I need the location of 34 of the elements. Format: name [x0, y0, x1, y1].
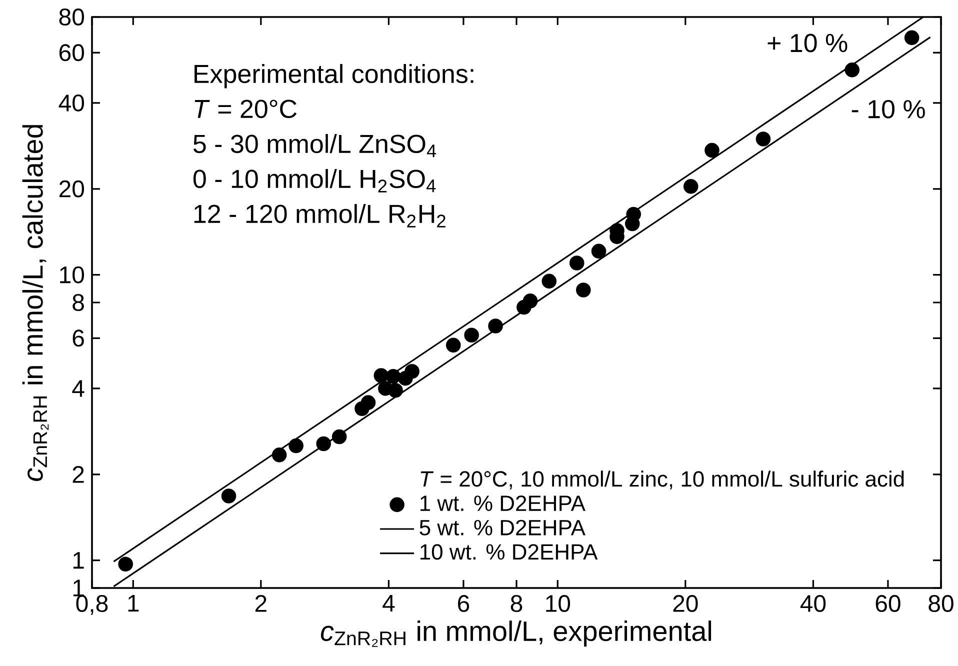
- x-tick-label: 4: [382, 595, 395, 612]
- annotation: Experimental conditions:: [194, 64, 474, 88]
- legend-title: T = 20°C, 10 mmol/L zinc, 10 mmol/L sulfuric acid: [420, 470, 904, 490]
- y-tick-label: 20: [59, 180, 84, 198]
- legend-label: 1 wt. % D2EHPA: [420, 495, 586, 512]
- x-tick-label: 8: [510, 595, 522, 612]
- x-tick-label: 2: [255, 595, 266, 612]
- annotation: T = 20°C: [194, 100, 297, 118]
- x-tick-label: 80: [928, 595, 954, 612]
- y-tick-label: 4: [72, 380, 84, 397]
- x-tick-label: 10: [546, 595, 570, 612]
- x-axis-title: c$_{ZnR₂RH}$ in mmol/L, experimental: [320, 620, 712, 647]
- y-tick-label: 60: [59, 44, 84, 62]
- annotation: + 10 %: [768, 34, 848, 52]
- y-tick-label: 80: [59, 8, 84, 26]
- legend-label: 10 wt. % D2EHPA: [420, 544, 598, 560]
- annotation: 0 - 10 mmol/L H$_{2}$SO$_{4}$: [193, 169, 436, 192]
- y-tick-label: 6: [72, 330, 84, 347]
- x-tick-label: 60: [876, 595, 900, 612]
- y-tick-label: 2: [72, 466, 84, 483]
- x-tick-label: 1: [128, 595, 139, 612]
- x-tick-label: 20: [673, 595, 698, 612]
- annotation: 12 - 120 mmol/L R$_{2}$H$_{2}$: [194, 204, 446, 228]
- annotation: 5 - 30 mmol/L ZnSO$_{4}$: [193, 134, 436, 158]
- legend-label: 5 wt. % D2EHPA: [420, 520, 586, 536]
- x-tick-label: 6: [458, 595, 470, 612]
- y-tick-label: 1: [73, 552, 84, 569]
- y-tick-label: 10: [60, 266, 84, 284]
- y-tick-label: 8: [72, 294, 84, 312]
- x-tick-label: 0,8: [76, 595, 108, 615]
- y-axis-title: c$_{ZnR₂RH}$ in mmol/L, calculated: [22, 124, 49, 481]
- x-tick-label: 40: [800, 595, 826, 612]
- y-tick-label: 40: [58, 94, 84, 112]
- annotation: - 10 %: [852, 100, 925, 118]
